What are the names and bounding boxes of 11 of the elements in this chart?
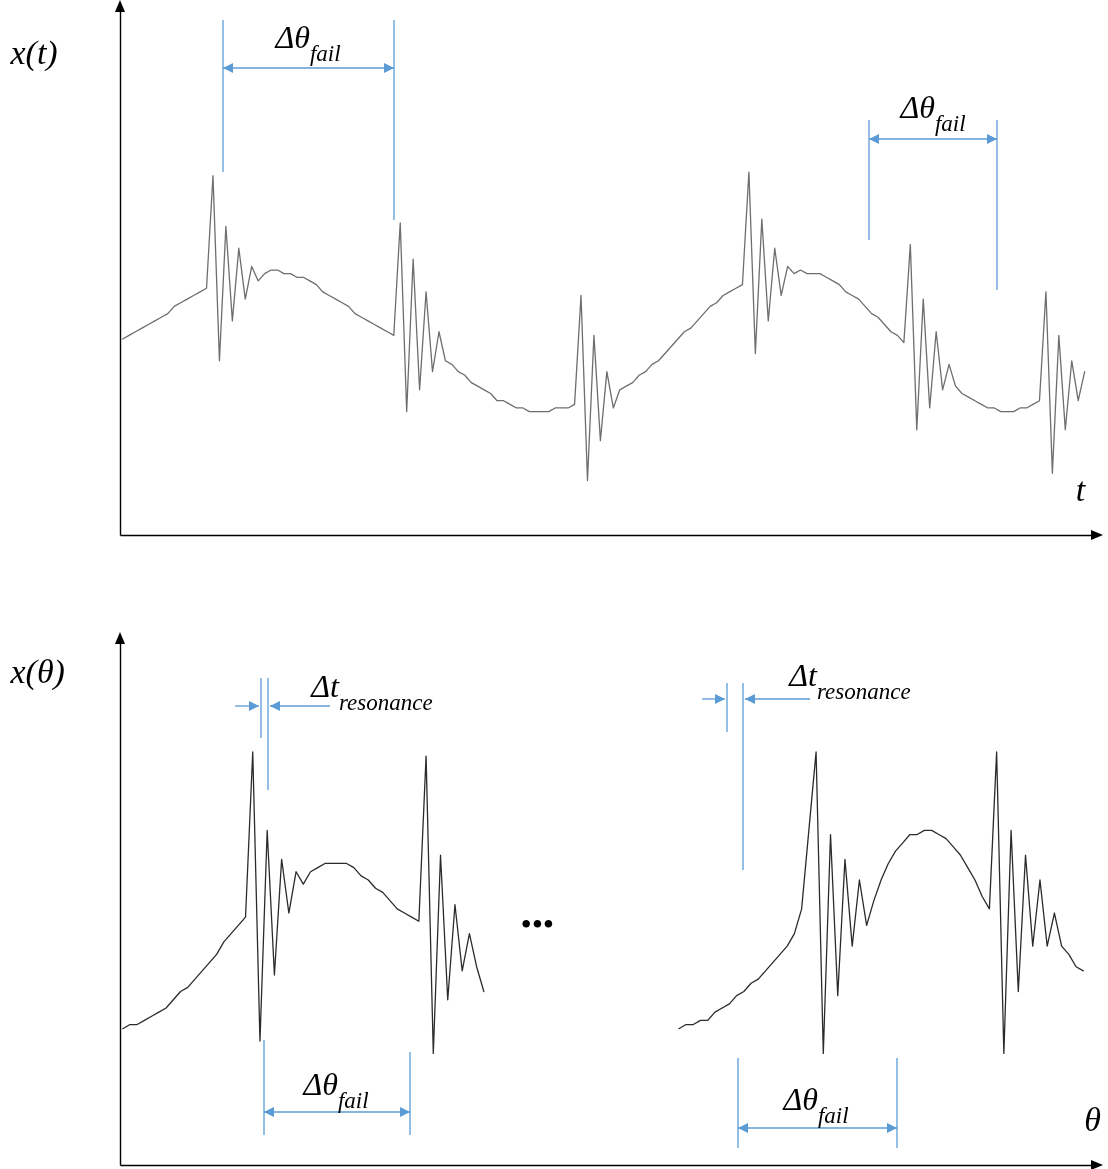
annotation: Δθ$_{fail}$: [781, 1081, 849, 1128]
y-axis-title: x(θ): [9, 652, 65, 691]
x-axis-title: t: [1075, 470, 1087, 508]
annotation: •••: [520, 906, 554, 942]
text: Δt$_{resonance}$: [309, 668, 433, 715]
x-axis-title: θ: [1084, 1100, 1101, 1138]
annotation: Δθ$_{fail}$: [301, 1066, 369, 1113]
text: Δθ$_{fail}$: [898, 89, 966, 136]
text: Δθ$_{fail}$: [273, 19, 341, 66]
text: Δt$_{resonance}$: [787, 657, 911, 704]
y-axis-title: x(t): [9, 33, 58, 72]
